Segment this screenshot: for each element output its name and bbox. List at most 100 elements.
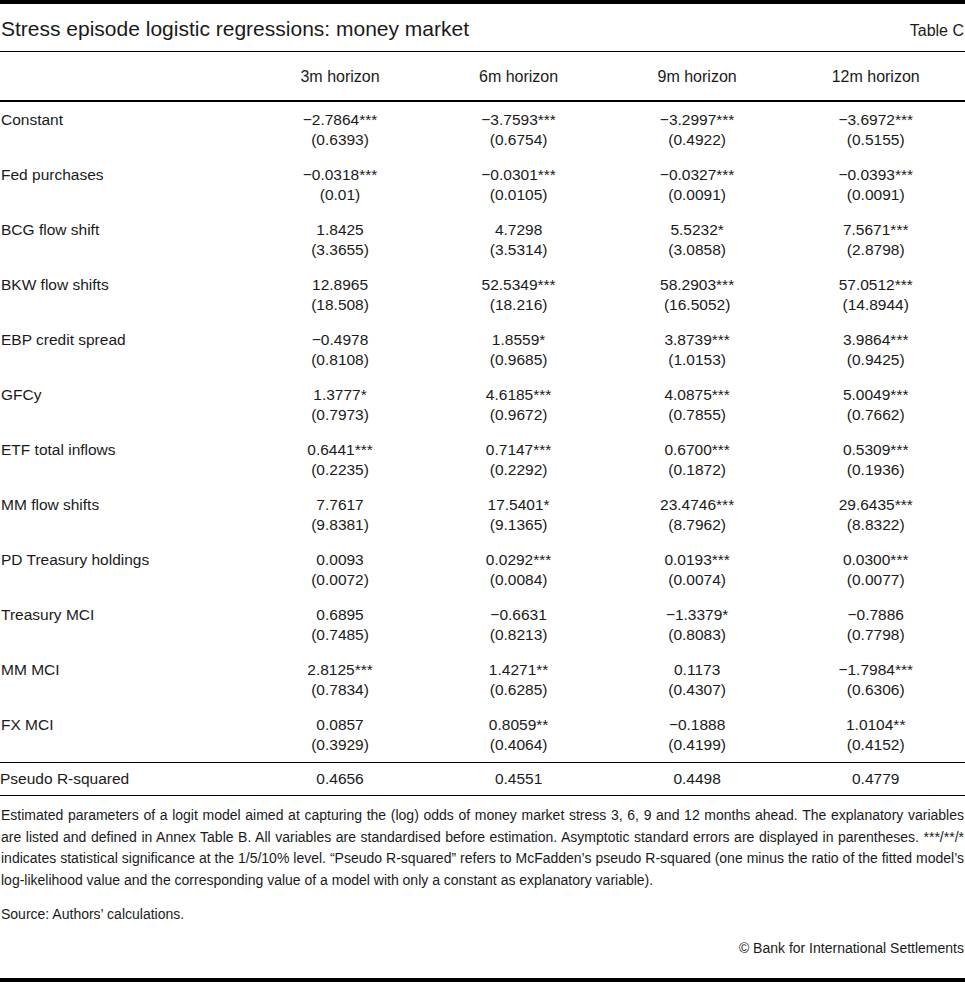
se-cell: (3.3655) xyxy=(251,240,430,267)
se-cell: (0.0084) xyxy=(429,570,608,597)
regression-table: 3m horizon 6m horizon 9m horizon 12m hor… xyxy=(0,52,965,796)
row-label: BKW flow shifts xyxy=(0,267,251,322)
copyright-note: © Bank for International Settlements xyxy=(0,938,965,958)
se-cell: (0.8213) xyxy=(429,625,608,652)
table-row: FX MCI0.08570.8059**−0.18881.0104** xyxy=(0,707,965,735)
se-cell: (0.0091) xyxy=(786,185,965,212)
coef-cell: −3.2997*** xyxy=(608,101,787,130)
column-header-blank xyxy=(0,52,251,101)
coef-cell: 4.7298 xyxy=(429,212,608,240)
coef-cell: −1.3379* xyxy=(608,597,787,625)
summary-value: 0.4498 xyxy=(608,763,787,796)
coef-cell: 0.8059** xyxy=(429,707,608,735)
se-cell: (1.0153) xyxy=(608,350,787,377)
se-cell: (0.4064) xyxy=(429,735,608,763)
table-row: Treasury MCI0.6895−0.6631−1.3379*−0.7886 xyxy=(0,597,965,625)
se-cell: (18.216) xyxy=(429,295,608,322)
table-row: Constant−2.7864***−3.7593***−3.2997***−3… xyxy=(0,101,965,130)
table-label: Table C xyxy=(910,20,964,42)
coef-cell: −0.6631 xyxy=(429,597,608,625)
row-label: BCG flow shift xyxy=(0,212,251,267)
page-title: Stress episode logistic regressions: mon… xyxy=(1,16,469,42)
column-header-3m: 3m horizon xyxy=(251,52,430,101)
table-row: BKW flow shifts12.896552.5349***58.2903*… xyxy=(0,267,965,295)
coef-cell: 0.6441*** xyxy=(251,432,430,460)
table-row: MM flow shifts7.761717.5401*23.4746***29… xyxy=(0,487,965,515)
se-cell: (0.3929) xyxy=(251,735,430,763)
summary-section: Pseudo R-squared 0.4656 0.4551 0.4498 0.… xyxy=(0,763,965,796)
se-cell: (9.1365) xyxy=(429,515,608,542)
se-cell: (0.6754) xyxy=(429,130,608,157)
row-label: Fed purchases xyxy=(0,157,251,212)
se-cell: (0.7973) xyxy=(251,405,430,432)
coef-cell: −1.7984*** xyxy=(786,652,965,680)
coef-cell: 0.0300*** xyxy=(786,542,965,570)
footnote: Estimated parameters of a logit model ai… xyxy=(0,805,965,891)
summary-row: Pseudo R-squared 0.4656 0.4551 0.4498 0.… xyxy=(0,763,965,796)
coef-cell: 4.0875*** xyxy=(608,377,787,405)
column-header-12m: 12m horizon xyxy=(786,52,965,101)
coef-cell: 0.0292*** xyxy=(429,542,608,570)
se-cell: (0.6285) xyxy=(429,680,608,707)
bottom-rule xyxy=(0,978,965,982)
se-cell: (3.0858) xyxy=(608,240,787,267)
row-label: MM MCI xyxy=(0,652,251,707)
se-cell: (0.7834) xyxy=(251,680,430,707)
row-label: GFCy xyxy=(0,377,251,432)
se-cell: (0.4199) xyxy=(608,735,787,763)
table-row: MM MCI2.8125***1.4271**0.1173−1.7984*** xyxy=(0,652,965,680)
se-cell: (3.5314) xyxy=(429,240,608,267)
se-cell: (0.6393) xyxy=(251,130,430,157)
row-label: EBP credit spread xyxy=(0,322,251,377)
coef-cell: 1.4271** xyxy=(429,652,608,680)
coef-cell: 1.8559* xyxy=(429,322,608,350)
se-cell: (0.7855) xyxy=(608,405,787,432)
table-row: EBP credit spread−0.49781.8559*3.8739***… xyxy=(0,322,965,350)
se-cell: (0.2292) xyxy=(429,460,608,487)
row-label: PD Treasury holdings xyxy=(0,542,251,597)
coef-cell: 3.9864*** xyxy=(786,322,965,350)
coef-cell: −0.0327*** xyxy=(608,157,787,185)
se-cell: (0.7485) xyxy=(251,625,430,652)
row-label: MM flow shifts xyxy=(0,487,251,542)
se-cell: (2.8798) xyxy=(786,240,965,267)
se-cell: (0.7662) xyxy=(786,405,965,432)
coef-cell: −2.7864*** xyxy=(251,101,430,130)
summary-value: 0.4551 xyxy=(429,763,608,796)
coef-cell: 5.5232* xyxy=(608,212,787,240)
coef-cell: 0.0093 xyxy=(251,542,430,570)
se-cell: (0.8108) xyxy=(251,350,430,377)
row-label: Pseudo R-squared xyxy=(0,763,251,796)
se-cell: (16.5052) xyxy=(608,295,787,322)
se-cell: (0.01) xyxy=(251,185,430,212)
se-cell: (0.1872) xyxy=(608,460,787,487)
coef-cell: 1.3777* xyxy=(251,377,430,405)
coef-cell: 17.5401* xyxy=(429,487,608,515)
coef-cell: 52.5349*** xyxy=(429,267,608,295)
coef-cell: 7.5671*** xyxy=(786,212,965,240)
table-body: Constant−2.7864***−3.7593***−3.2997***−3… xyxy=(0,101,965,763)
se-cell: (0.0105) xyxy=(429,185,608,212)
se-cell: (0.0077) xyxy=(786,570,965,597)
coef-cell: 57.0512*** xyxy=(786,267,965,295)
source-note: Source: Authors’ calculations. xyxy=(0,904,965,924)
table-row: ETF total inflows0.6441***0.7147***0.670… xyxy=(0,432,965,460)
coef-cell: 7.7617 xyxy=(251,487,430,515)
se-cell: (0.8083) xyxy=(608,625,787,652)
coef-cell: 5.0049*** xyxy=(786,377,965,405)
coef-cell: −3.6972*** xyxy=(786,101,965,130)
coef-cell: −0.0318*** xyxy=(251,157,430,185)
table-row: Fed purchases−0.0318***−0.0301***−0.0327… xyxy=(0,157,965,185)
coef-cell: 0.6895 xyxy=(251,597,430,625)
row-label: Constant xyxy=(0,101,251,157)
se-cell: (0.0091) xyxy=(608,185,787,212)
coef-cell: 0.5309*** xyxy=(786,432,965,460)
column-header-row: 3m horizon 6m horizon 9m horizon 12m hor… xyxy=(0,52,965,101)
table-header: Stress episode logistic regressions: mon… xyxy=(0,4,965,52)
coef-cell: 0.6700*** xyxy=(608,432,787,460)
row-label: FX MCI xyxy=(0,707,251,763)
se-cell: (0.4307) xyxy=(608,680,787,707)
se-cell: (0.4922) xyxy=(608,130,787,157)
coef-cell: 0.0857 xyxy=(251,707,430,735)
coef-cell: −0.0393*** xyxy=(786,157,965,185)
